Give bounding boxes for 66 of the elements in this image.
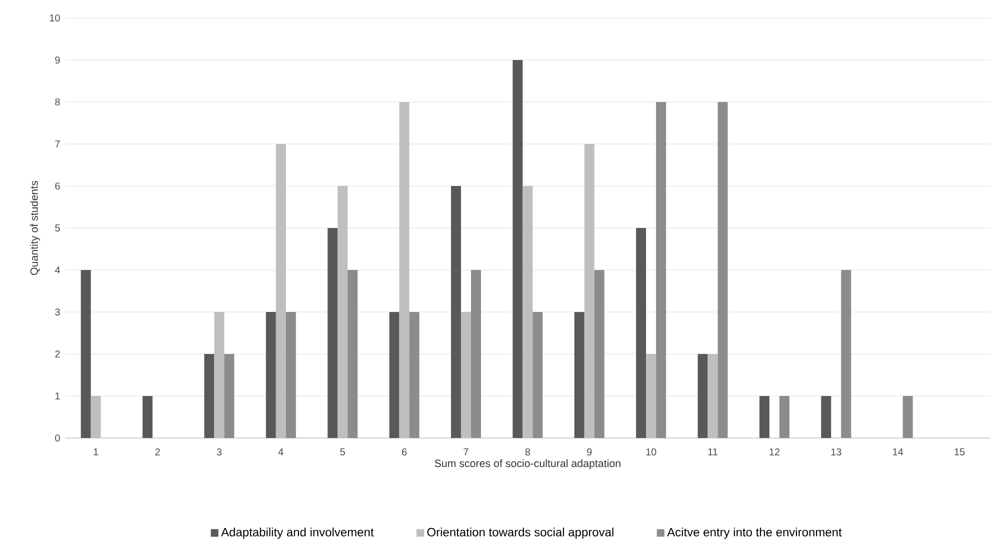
y-tick-label: 1 <box>55 392 60 400</box>
y-tick-label: 0 <box>55 434 60 442</box>
x-tick-label: 9 <box>587 448 592 456</box>
y-axis-title: Quantity of students <box>30 180 40 275</box>
legend-label: Acitve entry into the environment <box>667 528 842 539</box>
bar <box>409 312 420 438</box>
bar <box>90 396 101 438</box>
x-tick-label: 12 <box>770 448 780 456</box>
bar <box>286 312 296 438</box>
x-tick-label: 8 <box>525 448 530 456</box>
bar <box>266 312 276 438</box>
y-tick-label: 9 <box>55 56 60 64</box>
y-tick-label: 7 <box>55 140 60 148</box>
legend-label: Orientation towards social approval <box>427 528 614 539</box>
bar <box>646 354 656 438</box>
x-tick-label: 11 <box>708 448 718 456</box>
bar <box>532 312 543 438</box>
x-tick-label: 10 <box>646 448 656 456</box>
bar <box>450 186 461 438</box>
bar <box>276 144 286 438</box>
bar <box>204 354 214 438</box>
bar <box>821 396 832 438</box>
x-axis-title: Sum scores of socio-cultural adaptation <box>434 459 620 470</box>
x-tick-label: 13 <box>831 448 842 456</box>
bar <box>214 312 224 438</box>
y-tick-label: 6 <box>55 182 60 190</box>
bar <box>348 270 358 438</box>
bar <box>759 396 770 438</box>
y-tick-label: 5 <box>55 224 60 232</box>
legend-label: Adaptability and involvement <box>221 528 374 539</box>
bar <box>708 354 718 438</box>
x-tick-label: 14 <box>892 448 904 456</box>
bar <box>522 186 533 438</box>
x-tick-label: 3 <box>216 448 222 456</box>
x-tick-label: 5 <box>340 448 345 456</box>
bar <box>841 270 852 438</box>
x-tick-label: 2 <box>155 448 160 456</box>
bar <box>636 228 646 438</box>
y-tick-label: 2 <box>55 350 60 358</box>
bar <box>902 396 913 438</box>
y-tick-label: 8 <box>55 98 60 106</box>
bar <box>718 102 728 438</box>
bar <box>656 102 666 438</box>
x-tick-label: 15 <box>954 448 965 456</box>
bar <box>584 144 594 438</box>
bar <box>698 354 708 438</box>
bar <box>338 186 348 438</box>
bar <box>594 270 604 438</box>
bar <box>512 60 523 438</box>
bar <box>224 354 234 438</box>
bar <box>399 102 410 438</box>
x-tick-label: 4 <box>278 448 284 456</box>
x-tick-label: 7 <box>464 448 468 456</box>
bar <box>328 228 338 438</box>
x-tick-label: 1 <box>94 448 98 456</box>
bar <box>779 396 790 438</box>
y-tick-label: 10 <box>50 14 60 22</box>
bar <box>460 312 471 438</box>
bar <box>470 270 481 438</box>
bar <box>389 312 400 438</box>
bar <box>574 312 584 438</box>
y-tick-label: 4 <box>54 266 60 274</box>
y-tick-label: 3 <box>55 308 60 316</box>
bar <box>142 396 153 438</box>
bar <box>80 270 91 438</box>
x-tick-label: 6 <box>402 448 407 456</box>
